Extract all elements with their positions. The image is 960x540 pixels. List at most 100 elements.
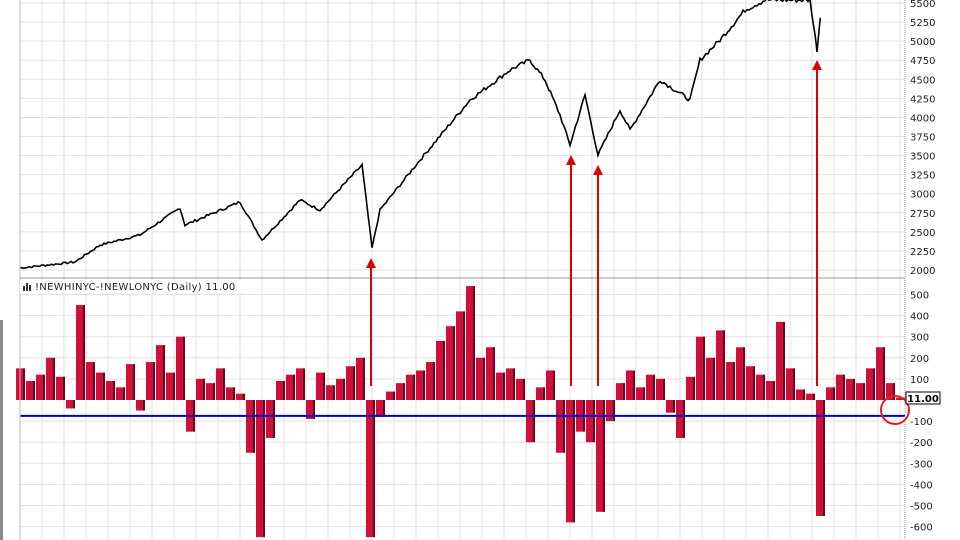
indicator-bar (96, 372, 105, 400)
indicator-bar (306, 400, 315, 419)
indicator-bar (216, 368, 225, 400)
price-tick-label: 5250 (910, 18, 935, 29)
indicator-bar (876, 347, 885, 400)
indicator-bar (276, 381, 285, 400)
price-tick-label: 2750 (910, 209, 935, 220)
indicator-bar (806, 393, 815, 400)
indicator-bar (566, 400, 575, 523)
arrow-head (566, 154, 576, 165)
indicator-bar (536, 387, 545, 400)
indicator-bar (666, 400, 675, 413)
indicator-bar (206, 383, 215, 400)
indicator-bar (386, 391, 395, 400)
price-tick-label: 5500 (910, 0, 935, 10)
indicator-bar (366, 400, 375, 538)
arrow-head (366, 258, 376, 269)
indicator-tick-label: -400 (910, 480, 933, 491)
indicator-bar (466, 286, 475, 400)
indicator-bar (266, 400, 275, 438)
indicator-bar (286, 374, 295, 400)
price-tick-label: 2500 (910, 228, 935, 239)
price-tick-label: 4500 (910, 75, 935, 86)
indicator-tick-label: -500 (910, 502, 933, 513)
highlight-circle (880, 395, 910, 425)
indicator-bar (326, 385, 335, 400)
indicator-bar (816, 400, 825, 517)
indicator-bar (56, 376, 65, 400)
indicator-bar (786, 368, 795, 400)
indicator-bar (866, 368, 875, 400)
last-value-badge: 11.00 (905, 391, 941, 405)
indicator-bar (486, 347, 495, 400)
indicator-bar (736, 347, 745, 400)
indicator-bar (726, 362, 735, 400)
price-panel (20, 0, 822, 270)
price-tick-label: 3000 (910, 190, 935, 201)
indicator-bar (396, 383, 405, 400)
indicator-bar (586, 400, 595, 443)
indicator-bar (646, 374, 655, 400)
indicator-bar (176, 336, 185, 400)
indicator-bar (46, 357, 55, 400)
grid (19, 0, 905, 540)
indicator-bar (676, 400, 685, 438)
indicator-bar (36, 374, 45, 400)
annotations (366, 60, 910, 425)
indicator-bar (526, 400, 535, 443)
indicator-tick-label: -300 (910, 459, 933, 470)
indicator-bar (416, 370, 425, 400)
indicator-bar (556, 400, 565, 453)
arrow-head (593, 165, 603, 176)
indicator-bar (296, 368, 305, 400)
indicator-bar (156, 345, 165, 400)
axes: 5500 5250 5000 4750 4500 4250 4000 3750 3500 3250… (19, 0, 935, 540)
indicator-legend-label: !NEWHINYC-!NEWLONYC (Daily) 11.00 (35, 282, 236, 293)
indicator-bar (846, 378, 855, 400)
indicator-bar (636, 387, 645, 400)
indicator-bar (456, 311, 465, 400)
indicator-bar (376, 400, 385, 417)
legend-background (20, 280, 260, 293)
indicator-bar (626, 370, 635, 400)
indicator-bar (656, 378, 665, 400)
indicator-tick-label: -200 (910, 438, 933, 449)
indicator-bar (356, 357, 365, 400)
indicator-bar (236, 393, 245, 400)
indicator-bar (546, 370, 555, 400)
indicator-legend: !NEWHINYC-!NEWLONYC (Daily) 11.00 (20, 280, 260, 293)
indicator-bar (446, 326, 455, 400)
indicator-bar (76, 305, 85, 400)
indicator-bar (116, 387, 125, 400)
indicator-bar (596, 400, 605, 512)
window-edge (0, 320, 3, 540)
indicator-bar (26, 381, 35, 400)
indicator-bar (686, 376, 695, 400)
indicator-bar (856, 383, 865, 400)
indicator-panel (16, 286, 905, 538)
indicator-tick-label: -600 (910, 523, 933, 534)
price-tick-label: 3250 (910, 171, 935, 182)
price-tick-label: 4750 (910, 56, 935, 67)
price-tick-label: 4250 (910, 94, 935, 105)
indicator-bar (796, 389, 805, 400)
indicator-bar (406, 374, 415, 400)
indicator-bar (146, 362, 155, 400)
indicator-tick-label: 300 (910, 333, 929, 344)
indicator-bar (776, 321, 785, 400)
indicator-bar (136, 400, 145, 411)
last-value-label: 11.00 (907, 394, 939, 405)
indicator-bar (706, 357, 715, 400)
indicator-tick-label: 400 (910, 312, 929, 323)
indicator-bar (516, 378, 525, 400)
indicator-bar (106, 381, 115, 400)
indicator-bar (66, 400, 75, 409)
indicator-bar (226, 387, 235, 400)
indicator-bar (756, 374, 765, 400)
indicator-bar (766, 381, 775, 400)
price-tick-label: 2000 (910, 266, 935, 277)
indicator-bar (746, 366, 755, 400)
price-line (20, 0, 822, 270)
indicator-bar (616, 383, 625, 400)
indicator-bar (246, 400, 255, 453)
price-tick-label: 5000 (910, 37, 935, 48)
